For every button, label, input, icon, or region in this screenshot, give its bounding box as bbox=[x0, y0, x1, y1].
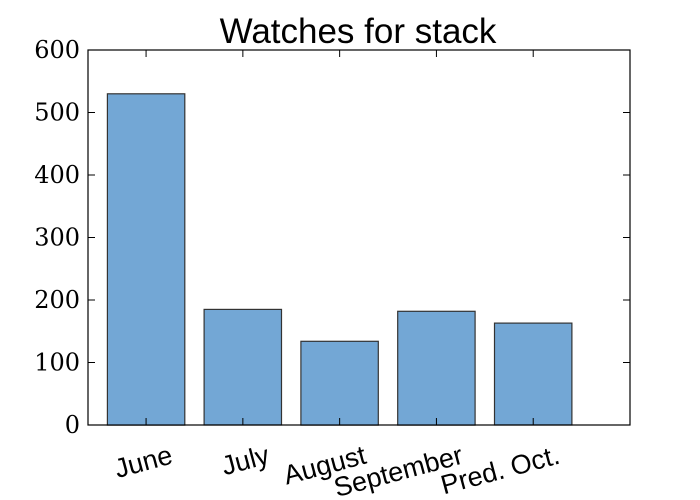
xtick-label: July bbox=[218, 440, 273, 482]
bar-pred-oct bbox=[493, 322, 573, 426]
bar-september bbox=[397, 310, 476, 426]
xtick-label: June bbox=[111, 440, 175, 484]
bar-july bbox=[203, 308, 283, 426]
bars-group bbox=[106, 93, 573, 426]
ytick-label: 200 bbox=[34, 286, 80, 314]
bar-august bbox=[300, 340, 379, 426]
ytick-label: 500 bbox=[34, 99, 80, 127]
bar-june bbox=[106, 93, 186, 426]
ytick-label: 400 bbox=[34, 161, 80, 189]
ytick-label: 300 bbox=[34, 224, 80, 252]
ytick-label: 100 bbox=[34, 349, 80, 377]
ytick-label: 0 bbox=[65, 411, 80, 439]
ytick-label: 600 bbox=[34, 36, 80, 64]
y-axis: 0 100 200 300 400 500 600 bbox=[34, 36, 630, 439]
chart-title: Watches for stack bbox=[220, 12, 497, 51]
